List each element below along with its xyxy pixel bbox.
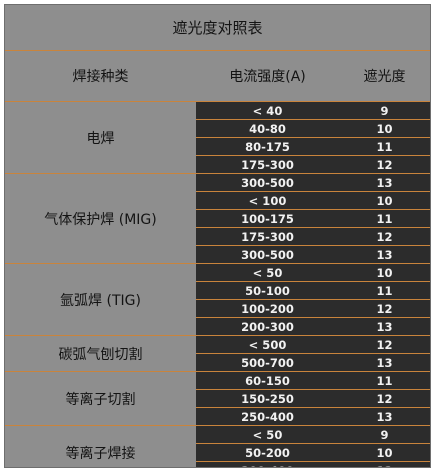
table-row: 300-500 13	[196, 174, 430, 192]
shade-cell: 12	[376, 157, 393, 172]
current-cell: 150-250	[241, 391, 294, 406]
shade-cell: 10	[376, 121, 393, 136]
shade-cell: 12	[376, 337, 393, 352]
shade-cell: 10	[376, 445, 393, 460]
shade-cell: 10	[376, 265, 393, 280]
table-row: 250-400 13	[196, 408, 430, 426]
shade-cell: 13	[376, 247, 393, 262]
table-row: < 100 10	[196, 192, 430, 210]
current-cell: 50-100	[245, 283, 290, 298]
header-welding-type: 焊接种类	[72, 69, 129, 85]
group-divider	[5, 335, 196, 336]
current-cell: 100-175	[241, 211, 294, 226]
shade-cell: 11	[376, 283, 393, 298]
group-divider	[5, 173, 196, 174]
current-cell: 300-500	[241, 175, 294, 190]
current-cell: 300-500	[241, 247, 294, 262]
table-row: 50-200 10	[196, 444, 430, 462]
table-row: 150-250 12	[196, 390, 430, 408]
table-row: 100-175 11	[196, 210, 430, 228]
current-cell: 50-200	[245, 445, 290, 460]
shade-cell: 12	[376, 391, 393, 406]
table-row: 200-300 13	[196, 318, 430, 336]
table-row: 175-300 12	[196, 228, 430, 246]
shade-cell: 11	[376, 139, 393, 154]
shade-cell: 12	[339, 462, 430, 468]
table-row: 80-175 11	[196, 138, 430, 156]
shade-cell: 12	[376, 229, 393, 244]
welding-type-cell: 气体保护焊 (MIG)	[44, 212, 157, 228]
shade-cell: 10	[376, 193, 393, 208]
current-cell: 200-400	[196, 462, 339, 468]
header-current: 电流强度(A)	[229, 69, 306, 85]
table-row: 200-40012	[196, 462, 430, 468]
table-header: 焊接种类 电流强度(A) 遮光度	[5, 51, 430, 101]
current-cell: 40-80	[249, 121, 286, 136]
shade-cell: 13	[376, 409, 393, 424]
current-cell: 500-700	[241, 355, 294, 370]
table-row: < 50 10	[196, 264, 430, 282]
current-cell: < 40	[252, 103, 283, 118]
current-cell: 175-300	[241, 157, 294, 172]
table-row: 500-700 13	[196, 354, 430, 372]
current-cell: 175-300	[241, 229, 294, 244]
current-cell: < 50	[252, 265, 283, 280]
welding-type-cell: 电焊	[86, 131, 115, 147]
group-divider	[5, 263, 196, 264]
table-row: < 40 9	[196, 102, 430, 120]
current-cell: 60-150	[245, 373, 290, 388]
title-divider	[5, 50, 430, 51]
welding-type-cell: 氩弧焊 (TIG)	[60, 293, 141, 309]
header-divider	[5, 101, 430, 102]
table-row: 300-500 13	[196, 246, 430, 264]
shade-cell: 9	[380, 427, 389, 442]
table-row: 50-100 11	[196, 282, 430, 300]
header-shade: 遮光度	[363, 69, 406, 85]
table-row: < 50 9	[196, 426, 430, 444]
current-cell: 250-400	[241, 409, 294, 424]
table-body	[196, 102, 430, 467]
table-row: 40-80 10	[196, 120, 430, 138]
shade-cell: 11	[376, 211, 393, 226]
current-cell: 100-200	[241, 301, 294, 316]
current-cell: 200-300	[241, 319, 294, 334]
welding-type-cell: 等离子焊接	[65, 446, 136, 462]
current-cell: < 500	[248, 337, 287, 352]
shade-cell: 9	[380, 103, 389, 118]
welding-type-cell: 碳弧气刨切割	[58, 347, 143, 363]
table-row: 60-150 11	[196, 372, 430, 390]
shade-cell: 13	[376, 175, 393, 190]
current-cell: 80-175	[245, 139, 290, 154]
shade-cell: 11	[376, 373, 393, 388]
group-divider	[5, 425, 196, 426]
group-divider	[5, 371, 196, 372]
shade-cell: 12	[376, 301, 393, 316]
shade-cell: 13	[376, 355, 393, 370]
current-cell: < 50	[252, 427, 283, 442]
table-row: 100-200 12	[196, 300, 430, 318]
current-cell: < 100	[248, 193, 287, 208]
table-row: 175-300 12	[196, 156, 430, 174]
table-row: < 500 12	[196, 336, 430, 354]
welding-type-cell: 等离子切割	[65, 392, 136, 408]
shade-cell: 13	[376, 319, 393, 334]
table-title: 遮光度对照表	[172, 19, 263, 37]
shade-reference-table: 遮光度对照表 焊接种类 电流强度(A) 遮光度 < 40 9 40-80 10 80-1…	[4, 4, 431, 468]
